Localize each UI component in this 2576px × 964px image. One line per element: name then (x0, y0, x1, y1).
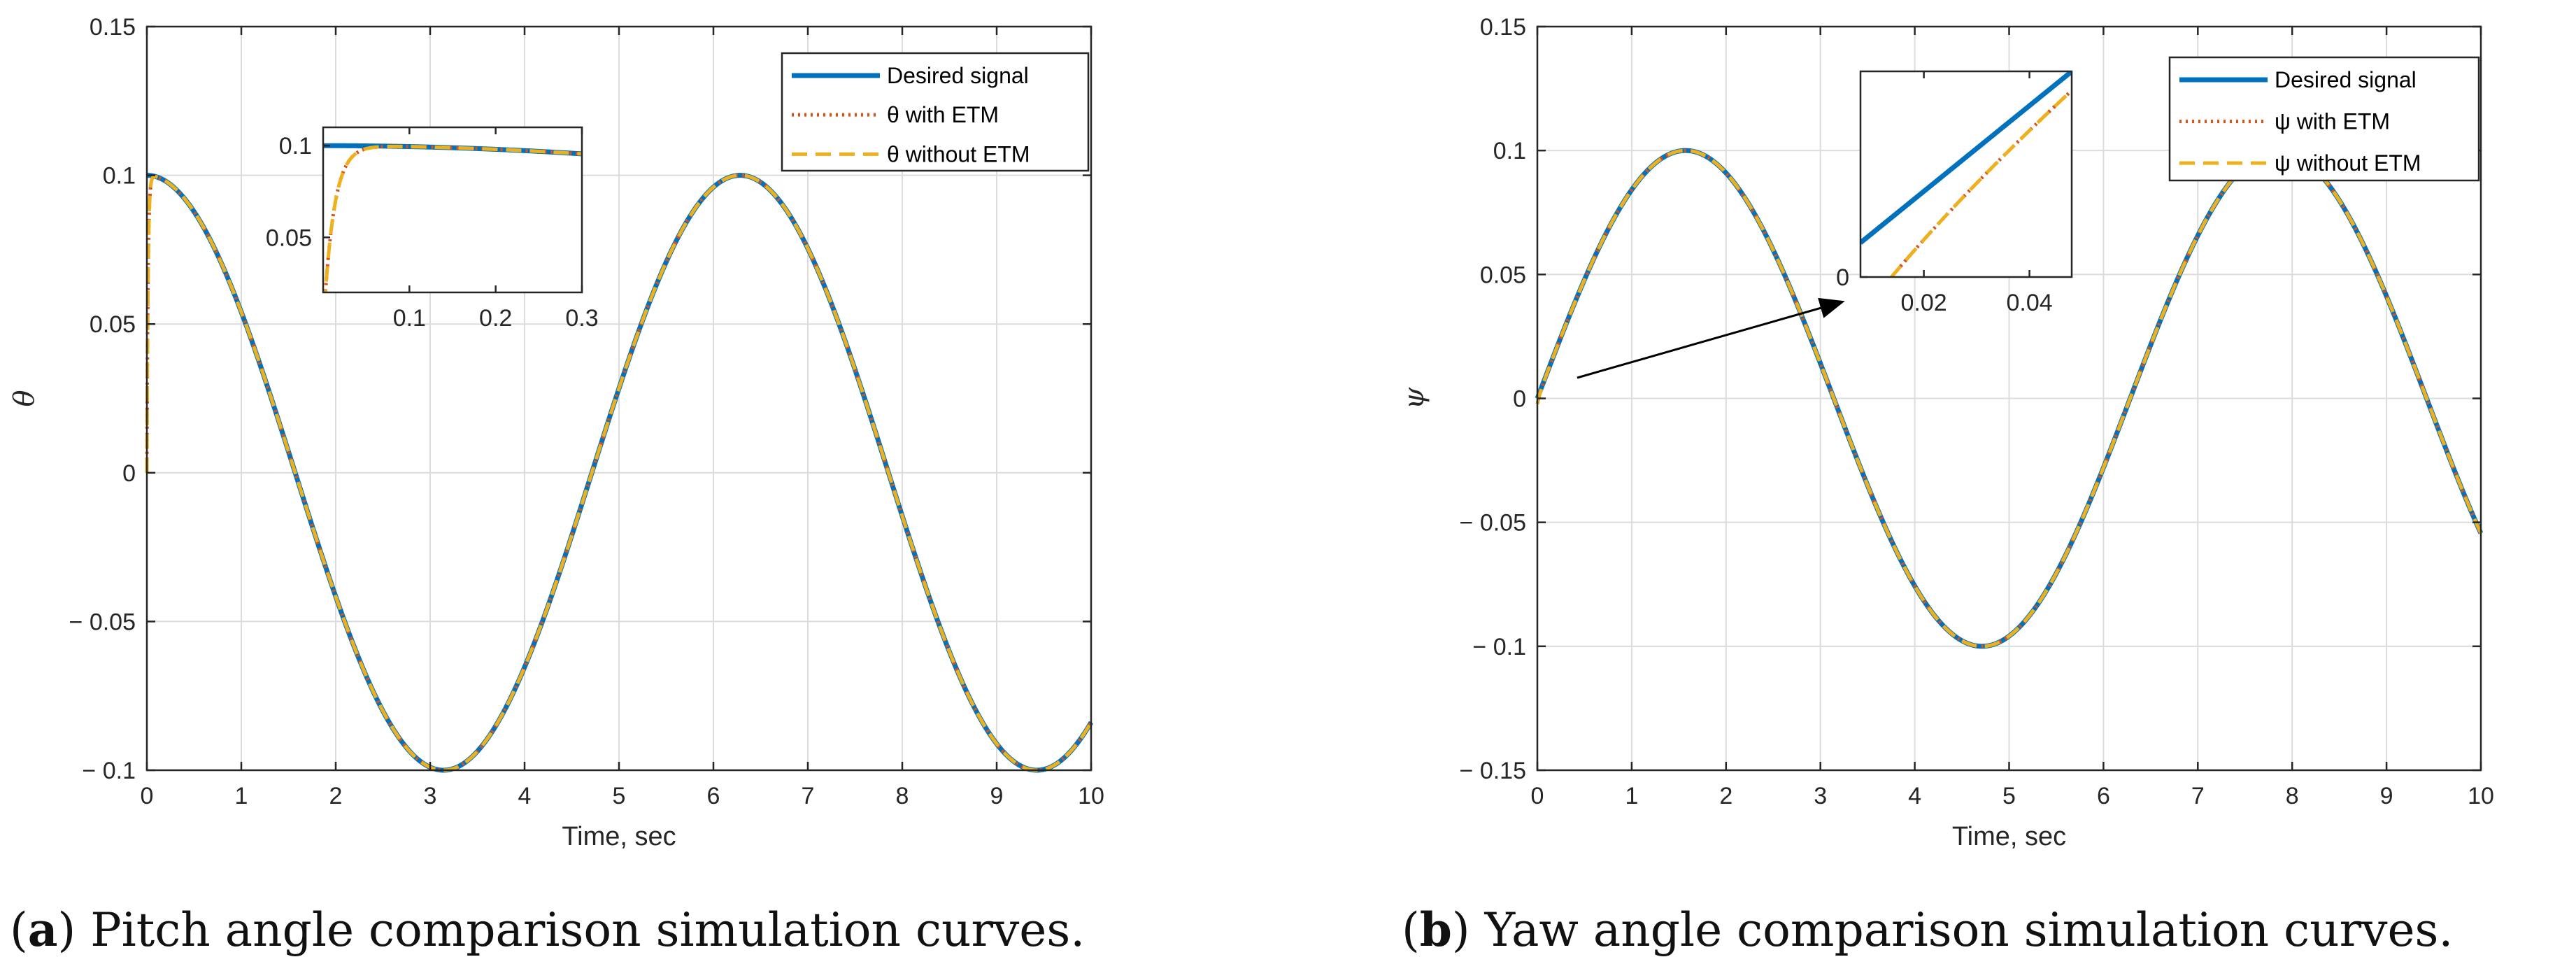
inset-background (1860, 71, 2072, 277)
inset-line-with-etm (323, 144, 582, 292)
y-axis-label: ψ (1398, 387, 1430, 409)
y-tick-label: 0.1 (103, 163, 136, 190)
inset-x-tick-label: 0.02 (1901, 290, 1947, 316)
caption-a: (a) Pitch angle comparison simulation cu… (10, 902, 1085, 957)
inset-background (323, 127, 582, 292)
inset-x-tick-label: 0.04 (2007, 290, 2053, 316)
inset-zoom: 0.1 0.2 0.3 0.05 0.1 (266, 126, 599, 332)
ticks: 0 1 2 3 4 5 6 7 8 9 10 − 0.15 − 0.1 − 0.05 0 0.05 0.1 0.1… (1460, 14, 2494, 809)
y-tick-label: 0 (122, 460, 136, 487)
inset-zoom: 0.02 0.04 0 (1836, 70, 2073, 316)
x-tick-label: 5 (2002, 783, 2016, 809)
x-tick-label: 7 (2191, 783, 2205, 809)
x-tick-label: 2 (1719, 783, 1732, 809)
legend-label: Desired signal (2275, 67, 2417, 92)
ticks: 0 1 2 3 4 5 6 7 8 9 10 − 0.1 − 0.05 0 0.05 0.1 0.15 (69, 14, 1104, 809)
inset-line-without-etm (323, 144, 582, 292)
y-tick-label: − 0.05 (69, 609, 136, 635)
annotation-arrow (1577, 297, 1845, 379)
x-tick-label: 9 (990, 783, 1004, 809)
inset-series (323, 143, 582, 292)
x-tick-label: 10 (1078, 783, 1104, 809)
caption-text: Yaw angle comparison simulation curves. (1484, 903, 2454, 957)
legend-label: Desired signal (887, 63, 1029, 88)
caption-letter: b (1420, 902, 1452, 957)
x-tick-label: 8 (2286, 783, 2299, 809)
inset-x-tick-label: 0.3 (565, 305, 598, 332)
panel-yaw: 0 1 2 3 4 5 6 7 8 9 10 − 0.15 − 0.1 − 0.05 0 0.05 0.1 0.1… (1398, 14, 2494, 851)
caption-letter: a (28, 902, 58, 957)
y-tick-label: 0.05 (90, 311, 136, 338)
inset-frame (1859, 70, 2073, 278)
legend-box (781, 52, 1090, 172)
y-tick-label: 0.15 (90, 14, 136, 41)
x-tick-label: 4 (1908, 783, 1921, 809)
y-tick-label: 0.05 (1480, 262, 1526, 288)
legend: Desired signal ψ with ETM ψ without ETM (2168, 56, 2480, 182)
inset-x-tick-label: 0.1 (393, 305, 426, 332)
x-tick-label: 10 (2468, 783, 2494, 809)
y-tick-label: 0.1 (1493, 138, 1526, 164)
y-tick-label: − 0.05 (1460, 510, 1526, 537)
panel-pitch: 0 1 2 3 4 5 6 7 8 9 10 − 0.1 − 0.05 0 0.05 0.1 0.15 Time… (8, 14, 1104, 851)
x-tick-label: 9 (2380, 783, 2393, 809)
x-axis-label: Time, sec (1952, 822, 2066, 851)
legend-label: θ with ETM (887, 102, 999, 127)
x-tick-label: 6 (2097, 783, 2110, 809)
inset-series (1860, 71, 2072, 277)
series-line-without-etm (145, 173, 1093, 772)
y-axis-label: θ (8, 390, 41, 406)
x-tick-label: 3 (424, 783, 437, 809)
legend-label: θ without ETM (887, 141, 1030, 166)
legend: Desired signal θ with ETM θ without ETM (781, 52, 1090, 172)
x-tick-label: 2 (329, 783, 343, 809)
x-tick-label: 5 (613, 783, 626, 809)
x-tick-label: 4 (518, 783, 532, 809)
inset-y-tick-label: 0 (1836, 264, 1849, 291)
y-tick-label: − 0.1 (1472, 634, 1526, 660)
inset-y-tick-label: 0.05 (266, 225, 312, 251)
inset-line-without-etm (1888, 89, 2072, 277)
inset-frame (322, 126, 583, 294)
caption-text: Pitch angle comparison simulation curves… (90, 903, 1085, 957)
series-lines (145, 173, 1094, 773)
x-tick-label: 8 (896, 783, 909, 809)
y-tick-label: − 0.1 (82, 758, 136, 784)
x-tick-label: 1 (1625, 783, 1638, 809)
x-tick-label: 6 (707, 783, 720, 809)
caption-b: (b) Yaw angle comparison simulation curv… (1402, 902, 2453, 957)
x-tick-label: 0 (1531, 783, 1544, 809)
x-tick-label: 0 (141, 783, 154, 809)
inset-line-desired (1860, 71, 2072, 246)
x-axis-label: Time, sec (562, 822, 676, 851)
y-tick-label: 0 (1513, 386, 1526, 413)
inset-y-tick-label: 0.1 (279, 133, 312, 160)
y-tick-label: 0.15 (1480, 14, 1526, 41)
inset-x-tick-label: 0.2 (479, 305, 512, 332)
x-tick-label: 7 (802, 783, 815, 809)
x-tick-label: 1 (235, 783, 248, 809)
x-tick-label: 3 (1814, 783, 1827, 809)
legend-label: ψ without ETM (2275, 150, 2421, 176)
legend-label: ψ with ETM (2275, 109, 2390, 134)
y-tick-label: − 0.15 (1460, 758, 1526, 784)
